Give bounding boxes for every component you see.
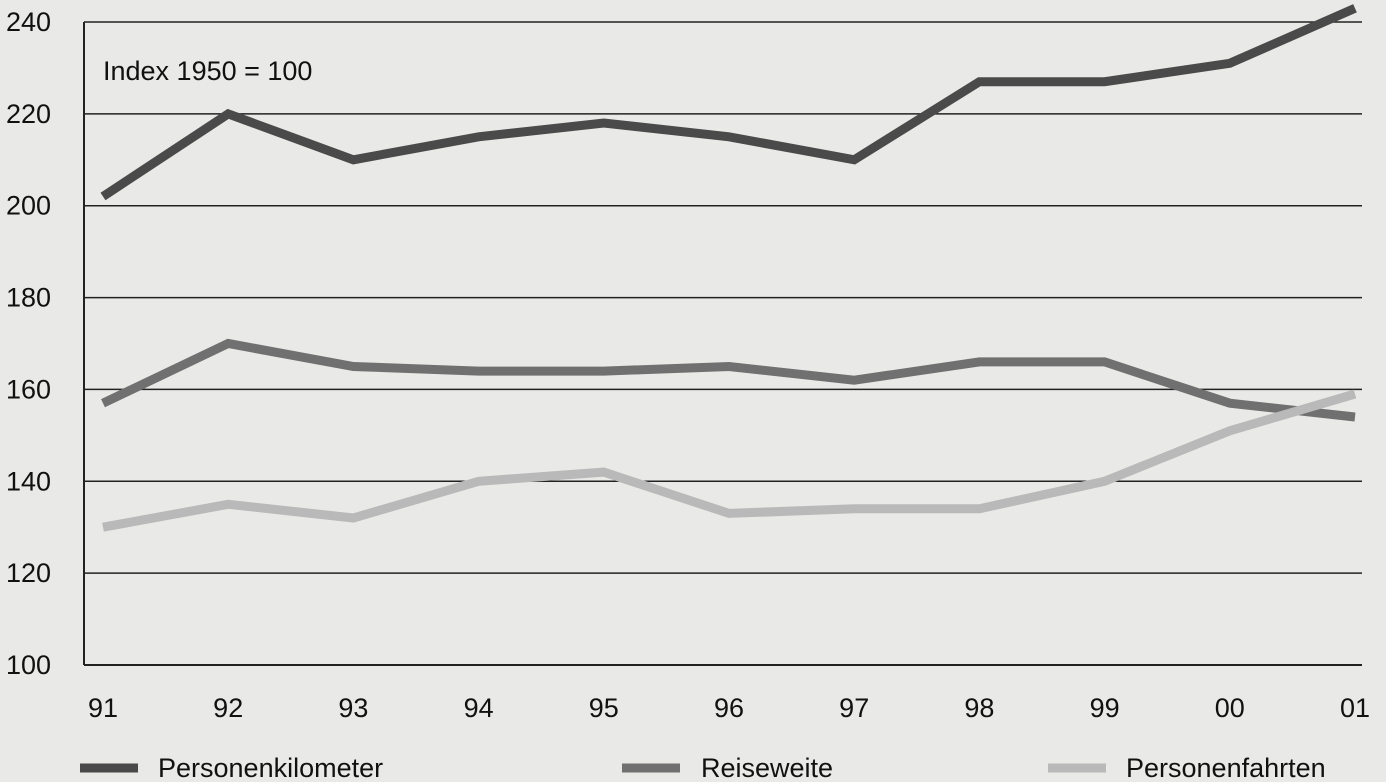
x-tick-label: 98 <box>964 693 994 723</box>
x-tick-label: 00 <box>1215 693 1245 723</box>
y-tick-label: 100 <box>6 650 51 680</box>
series-line-1 <box>100 4 1357 201</box>
x-tick-label: 97 <box>839 693 869 723</box>
x-tick-labels: 91 92 93 94 95 96 97 98 99 00 01 <box>88 693 1370 723</box>
x-tick-label: 92 <box>213 693 243 723</box>
x-tick-label: 95 <box>589 693 619 723</box>
y-tick-label: 140 <box>6 466 51 496</box>
series-line-2 <box>101 338 1356 422</box>
x-tick-label: 91 <box>88 693 118 723</box>
y-tick-labels: 100 120 140 160 180 200 220 240 <box>6 7 51 680</box>
y-tick-label: 160 <box>6 374 51 404</box>
gridlines <box>84 21 1362 666</box>
y-tick-label: 200 <box>6 191 51 221</box>
legend-label: Reiseweite <box>701 753 833 782</box>
y-tick-label: 120 <box>6 558 51 588</box>
x-tick-label: 93 <box>338 693 368 723</box>
series-line-3 <box>102 389 1357 532</box>
legend: Personenkilometer Reiseweite Personenfahrt… <box>80 753 1326 782</box>
legend-label: Personenkilometer <box>158 753 383 782</box>
x-tick-label: 94 <box>464 693 494 723</box>
y-tick-label: 240 <box>6 7 51 37</box>
y-tick-label: 180 <box>6 283 51 313</box>
index-annotation: Index 1950 = 100 <box>103 56 312 86</box>
x-tick-label: 01 <box>1340 693 1370 723</box>
y-tick-label: 220 <box>6 99 51 129</box>
x-tick-label: 96 <box>714 693 744 723</box>
legend-label: Personenfahrten <box>1126 753 1326 782</box>
series-lines <box>100 4 1357 532</box>
x-tick-label: 99 <box>1090 693 1120 723</box>
